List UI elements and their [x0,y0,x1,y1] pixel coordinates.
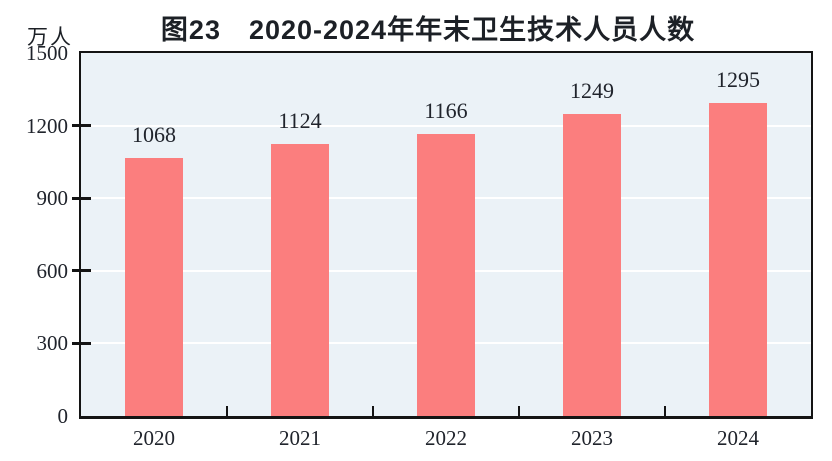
x-axis-label-2020: 2020 [133,426,175,450]
bar-2021 [271,144,329,416]
x-axis-boundary-tick-1 [225,406,229,416]
bar-value-2023: 1249 [570,77,614,103]
y-axis-tick-900 [72,196,91,200]
y-axis-label-1500: 1500 [26,41,68,65]
y-axis-label-600: 600 [36,258,69,283]
y-axis-label-900: 900 [36,186,69,211]
plot-inner: 1068 1124 1166 1249 1295 [81,53,811,416]
x-axis-label-2024: 2024 [717,426,759,450]
x-axis-boundary-tick-3 [517,406,521,416]
x-axis-label-2022: 2022 [425,426,467,450]
gridline-1200 [81,124,811,127]
y-axis-tick-1200 [72,124,91,128]
y-axis-label-300: 300 [36,331,69,356]
x-axis-boundary-tick-2 [371,406,375,416]
x-axis-label-2023: 2023 [571,426,613,450]
bar-value-2024: 1295 [716,66,760,92]
x-axis-boundary-tick-4 [663,406,667,416]
bar-2024 [709,102,767,416]
bar-value-2021: 1124 [278,108,322,133]
y-axis-tick-600 [72,269,91,273]
plot-area: 1068 1124 1166 1249 1295 [79,51,813,419]
x-axis-label-2021: 2021 [279,426,321,450]
y-axis-tick-300 [72,341,91,345]
y-axis-label-0: 0 [57,404,69,428]
y-axis-unit-label: 万人 [27,26,73,49]
bar-2020 [125,157,183,416]
bar-2023 [563,113,621,416]
bar-2022 [417,133,475,416]
y-axis-label-1200: 1200 [26,113,68,138]
bar-value-2020: 1068 [132,121,176,147]
chart-title: 图23 2020-2024年年末卫生技术人员人数 [160,15,696,45]
bar-value-2022: 1166 [424,97,468,123]
